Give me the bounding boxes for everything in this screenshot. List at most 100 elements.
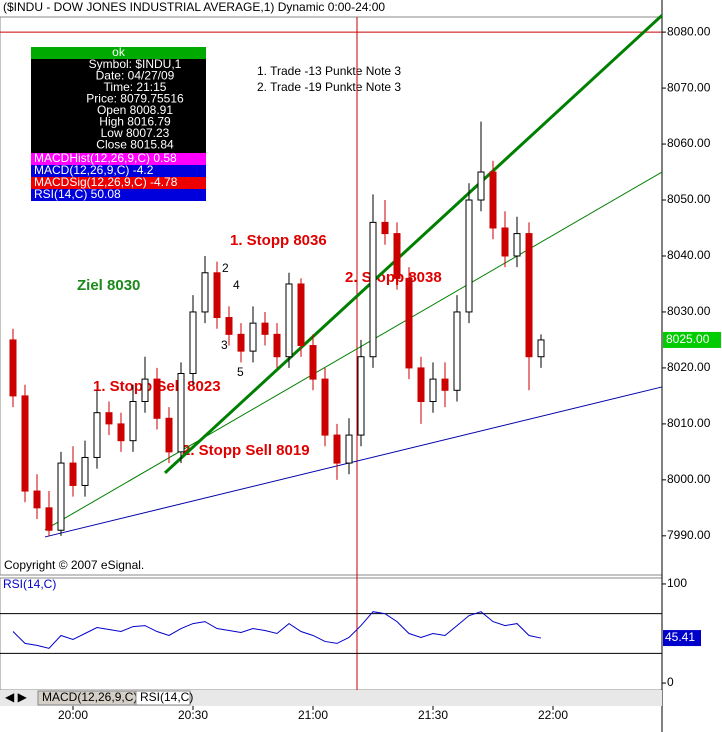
annotation: 1. Stopp 8036 [230, 232, 327, 249]
annotation: 5 [237, 365, 244, 379]
x-tick-label: 22:00 [538, 708, 568, 722]
rsi-label: RSI(14,C) [3, 577, 56, 591]
candle-body [9, 339, 17, 397]
candle-body [381, 221, 389, 235]
info-row: Open 8008.91 [97, 103, 173, 117]
info-header-text: ok [112, 45, 126, 59]
candle-body [309, 345, 317, 380]
y-tick-label: 8070.00 [667, 80, 711, 94]
candle-body [513, 233, 521, 257]
y-tick-label: 8020.00 [667, 360, 711, 374]
candle-body [117, 423, 125, 442]
y-tick-label: 8060.00 [667, 136, 711, 150]
x-tick-label: 21:00 [298, 708, 328, 722]
annotation: 4 [233, 278, 240, 292]
candle-body [153, 378, 161, 419]
tab-label[interactable]: RSI(14,C) [140, 690, 193, 704]
y-tick-label: 8010.00 [667, 416, 711, 430]
candle-body [441, 378, 449, 391]
candle-body [225, 317, 233, 335]
candle-body [453, 311, 461, 391]
candle-body [69, 462, 77, 486]
candle-body [261, 322, 269, 335]
copyright: Copyright © 2007 eSignal. [4, 558, 144, 572]
indicator-row [31, 153, 206, 165]
x-tick-label: 21:30 [418, 708, 448, 722]
y-tick-label: 8050.00 [667, 192, 711, 206]
info-row: Time: 21:15 [104, 80, 167, 94]
y-tick-label: 8000.00 [667, 472, 711, 486]
candle-body [273, 333, 281, 358]
rsi-line [12, 611, 542, 649]
indicator-text: MACDHist(12,26,9,C) 0.58 [34, 151, 177, 165]
chart-title: ($INDU - DOW JONES INDUSTRIAL AVERAGE,1)… [3, 0, 385, 14]
trendline [44, 386, 663, 538]
y-tick-label: 8040.00 [667, 248, 711, 262]
candle-body [141, 378, 149, 402]
candle-body [45, 507, 53, 531]
indicator-row [31, 165, 206, 177]
candle-body [93, 412, 101, 458]
y-tick-label: 8030.00 [667, 304, 711, 318]
rsi-tick-label: 100 [667, 576, 687, 590]
candle-body [501, 227, 509, 257]
candle-body [417, 367, 425, 402]
candle-body [321, 378, 329, 436]
info-body [31, 59, 206, 153]
indicator-text: RSI(14,C) 50.08 [34, 187, 121, 201]
last-price-label: 8025.00 [666, 332, 710, 346]
candle-body [213, 272, 221, 319]
annotation: 2. Stopp Sell 8019 [182, 442, 310, 459]
rsi-tick-label: 0 [667, 675, 674, 689]
trendline [44, 171, 663, 531]
candle-body [465, 199, 473, 313]
info-row: Close 8015.84 [96, 138, 174, 152]
candle-body [57, 462, 65, 531]
candle-body [177, 373, 185, 453]
info-row: High 8016.79 [99, 115, 171, 129]
candle-body [357, 356, 365, 436]
candle-body [81, 456, 89, 486]
info-header [31, 47, 206, 59]
candle-body [129, 400, 137, 442]
rsi-last-box [663, 630, 701, 647]
candle-body [369, 221, 377, 358]
indicator-text: MACDSig(12,26,9,C) -4.78 [34, 175, 178, 189]
x-tick-label: 20:00 [58, 708, 88, 722]
candle-body [525, 233, 533, 358]
candle-body [405, 277, 413, 369]
candle-body [345, 434, 353, 464]
y-tick-label: 7990.00 [667, 528, 711, 542]
annotation: 2. Trade -19 Punkte Note 3 [257, 80, 401, 94]
candle-body [237, 333, 245, 352]
candle-body [285, 283, 293, 358]
candle-body [333, 434, 341, 464]
annotation: 3 [221, 338, 228, 352]
annotation: 2. Stopp 8038 [345, 269, 442, 286]
candle-body [201, 272, 209, 313]
candle-body [297, 283, 305, 347]
candle-body [249, 322, 257, 352]
candle-body [393, 233, 401, 279]
tab-label[interactable]: MACD(12,26,9,C) [42, 690, 137, 704]
candle-body [429, 378, 437, 402]
annotation: 1. Trade -13 Punkte Note 3 [257, 64, 401, 78]
candle-body [477, 171, 485, 201]
candle-body [21, 395, 29, 492]
info-row: Low 8007.23 [101, 126, 170, 140]
candle-body [189, 311, 197, 375]
tab[interactable] [135, 690, 191, 706]
tab-arrow[interactable]: ◀ ▶ [5, 690, 28, 704]
info-row: Symbol: $INDU,1 [89, 57, 182, 71]
annotation: 2 [222, 261, 229, 275]
last-price-box [663, 331, 721, 348]
candle-body [165, 417, 173, 453]
x-tick-label: 20:30 [178, 708, 208, 722]
info-row: Date: 04/27/09 [96, 69, 175, 83]
candle-body [105, 412, 113, 425]
candle-body [537, 339, 545, 358]
annotation: Ziel 8030 [77, 277, 140, 294]
y-tick-label: 8080.00 [667, 24, 711, 38]
